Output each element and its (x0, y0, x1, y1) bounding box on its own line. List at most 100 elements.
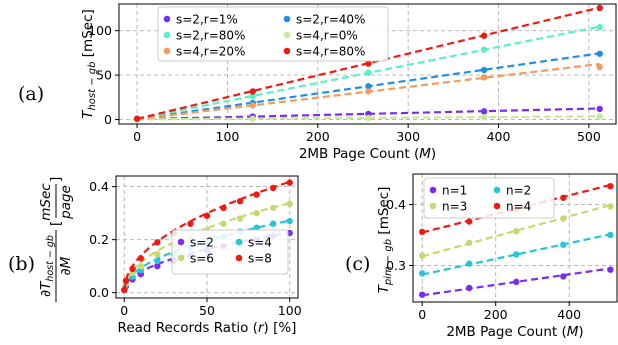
data-point-s=8 (187, 220, 194, 227)
data-point-s=8 (253, 191, 260, 198)
data-point-s=8 (122, 277, 130, 284)
x-axis-label-end: ) (431, 146, 436, 162)
x-tick-label: 400 (487, 129, 511, 144)
data-point-s=4,r=20% (480, 74, 488, 81)
legend-marker (235, 238, 243, 246)
y-tick-label: 50 (96, 68, 112, 83)
panel-c: 0 200 400 0.3 0.4 2MB Page Count (M) (c) n=1 n=2… (345, 173, 618, 340)
legend-marker (429, 202, 437, 210)
y-axis-label: ∂Thost − gb ∂M [mSec page] (38, 177, 74, 302)
legend-marker (235, 254, 243, 262)
data-point-s=2,r=80% (596, 23, 603, 31)
x-tick-label: 200 (306, 129, 330, 144)
data-point-s=2 (154, 262, 161, 270)
data-point-n=1 (560, 273, 567, 280)
legend-label: s=2,r=80% (176, 28, 245, 42)
legend-label: n=3 (442, 199, 467, 213)
y-axis-label-unit: [mSec] (376, 187, 392, 239)
data-point-n=2 (418, 270, 426, 277)
x-axis-label: Read Records Ratio (r) [%] (118, 320, 297, 336)
x-axis-label-end: ) [%] (264, 320, 297, 336)
data-point-n=4 (466, 218, 473, 225)
y-axis-label: Tpim − gb [mSec] (376, 187, 394, 294)
panel-label: (c) (345, 253, 370, 275)
data-point-s=2,r=40% (596, 50, 603, 57)
x-axis-label-var: M (419, 146, 431, 162)
legend-marker (283, 31, 291, 39)
data-point-s=4,r=20% (249, 102, 256, 109)
legend-label: n=1 (442, 183, 467, 197)
y-tick-label: 0 (104, 112, 112, 127)
data-point-n=3 (513, 228, 520, 235)
legend-label: n=2 (506, 183, 531, 197)
unit-denominator: page (58, 185, 74, 220)
legend-label: s=2 (190, 235, 214, 249)
x-tick-label: 50 (199, 303, 215, 318)
legend-label: s=2,r=1% (176, 12, 238, 26)
data-point-s=2,r=40% (365, 83, 372, 90)
legend-marker (283, 15, 291, 23)
legend-marker (163, 47, 171, 55)
data-point-s=2,r=1% (596, 105, 603, 113)
series-line-n=1 (422, 267, 611, 297)
data-point-s=4 (269, 220, 277, 227)
x-tick-label: 0 (418, 307, 426, 322)
y-tick-label: 0.0 (89, 285, 109, 300)
legend-marker (493, 186, 501, 194)
y-axis-label: Thost − gb [mSec] (80, 9, 98, 119)
data-point-s=8 (269, 184, 277, 192)
legend-marker (177, 238, 185, 246)
data-point-s=2,r=80% (365, 69, 372, 77)
y-axis-label-num-sub: host − gb (45, 235, 56, 282)
legend-marker (163, 31, 171, 39)
data-point-s=2,r=80% (249, 92, 256, 100)
legend-box (423, 177, 555, 219)
panel-label: (b) (8, 253, 35, 275)
legend-label: s=4 (248, 235, 272, 249)
y-axis-label-sub: pim − gb (383, 239, 394, 286)
data-point-n=2 (560, 241, 567, 248)
x-tick-label: 100 (216, 129, 240, 144)
data-point-s=4,r=80% (249, 88, 256, 95)
data-point-s=4 (286, 217, 293, 225)
data-point-n=2 (466, 260, 473, 267)
legend-marker (177, 254, 185, 262)
y-tick-label: 0.4 (386, 197, 406, 212)
x-axis-label: 2MB Page Count (M) (446, 324, 583, 340)
data-point-s=4 (154, 257, 161, 265)
y-axis-label-var: T (376, 283, 392, 293)
unit-bracket-open: [ (48, 221, 64, 226)
panel-a: 0 100 200 300 400 500 0 50 100 2MB Page Count (M)… (18, 3, 617, 162)
x-axis-label-var: M (567, 324, 579, 340)
x-axis-label-text: Read Records Ratio ( (118, 320, 258, 336)
legend-marker (163, 15, 171, 23)
y-axis-label-num-var: ∂T (38, 280, 54, 297)
plot-frame (412, 173, 618, 303)
data-point-n=1 (607, 266, 614, 273)
data-point-s=4,r=0% (249, 115, 256, 122)
y-tick-label: 0.4 (89, 179, 109, 194)
legend-box (171, 229, 289, 275)
legend-marker (493, 202, 501, 210)
panel-label: (a) (18, 83, 44, 105)
data-point-s=8 (121, 286, 128, 294)
data-point-s=4,r=0% (365, 114, 372, 122)
data-point-s=6 (269, 204, 277, 212)
data-point-s=4,r=80% (480, 32, 488, 39)
data-point-n=3 (560, 215, 567, 222)
legend-box (157, 6, 389, 62)
data-point-s=8 (154, 239, 161, 246)
legend-label: s=4,r=20% (176, 44, 245, 58)
y-axis-label-numerator: ∂Thost − gb (38, 235, 56, 297)
data-point-s=6 (253, 209, 260, 217)
data-point-s=6 (137, 262, 145, 270)
data-point-s=8 (220, 204, 227, 212)
data-point-s=6 (220, 220, 227, 227)
data-point-s=4,r=0% (596, 113, 603, 120)
x-tick-label: 100 (278, 303, 302, 318)
legend-label: s=4,r=80% (296, 44, 365, 58)
data-point-n=1 (513, 278, 520, 286)
unit-bracket-close: ] (48, 177, 64, 182)
data-point-s=4,r=20% (596, 63, 603, 71)
